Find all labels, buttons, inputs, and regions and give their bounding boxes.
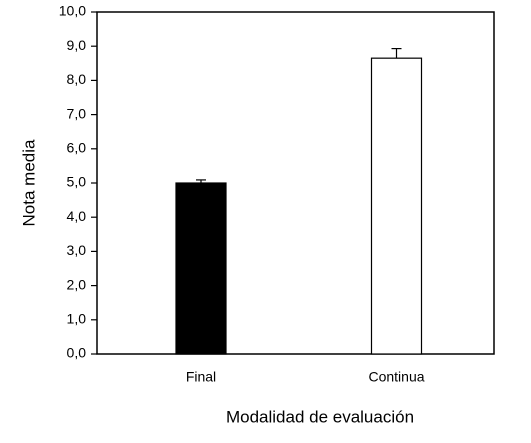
y-tick-label: 6,0 [67, 140, 87, 156]
y-tick-label: 7,0 [67, 105, 87, 121]
x-tick-label: Final [186, 369, 216, 385]
y-tick-label: 10,0 [59, 3, 86, 19]
bar [370, 57, 423, 355]
x-axis-title: Modalidad de evaluación [226, 407, 414, 426]
x-tick-label: Continua [368, 369, 424, 385]
y-tick-label: 0,0 [67, 345, 87, 361]
y-tick-label: 2,0 [67, 276, 87, 292]
y-tick-label: 4,0 [67, 208, 87, 224]
y-tick-label: 5,0 [67, 174, 87, 190]
y-tick-label: 9,0 [67, 37, 87, 53]
y-tick-label: 3,0 [67, 242, 87, 258]
y-tick-label: 8,0 [67, 71, 87, 87]
y-tick-label: 1,0 [67, 311, 87, 327]
y-axis-title: Nota media [19, 139, 38, 226]
bar [175, 182, 227, 355]
plot-frame [96, 11, 495, 355]
